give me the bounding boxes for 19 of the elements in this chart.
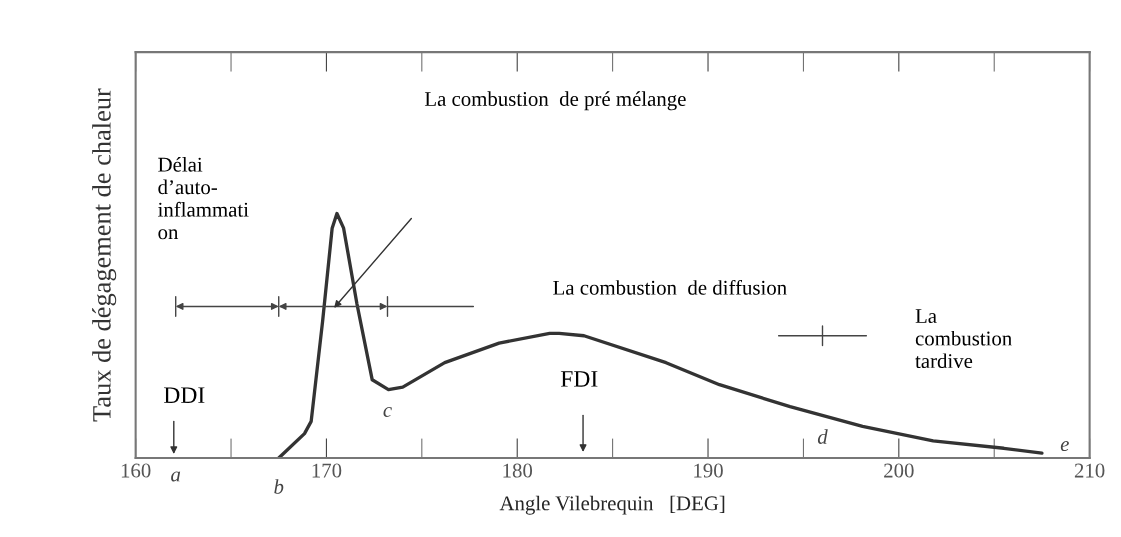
x-axis-title: Angle Vilebrequin [DEG]	[499, 495, 725, 515]
annotation: d	[817, 429, 828, 444]
x-tick-label: 170	[312, 463, 342, 478]
x-tick-label: 180	[503, 463, 533, 478]
annotation: c	[383, 407, 392, 418]
annotation: La combustion de diffusion	[553, 279, 787, 295]
annotation: b	[274, 479, 284, 494]
x-tick-label: 200	[884, 463, 914, 478]
x-tick-label: 190	[694, 463, 723, 478]
annotation: DDI	[163, 387, 205, 403]
annotation: FDI	[560, 371, 598, 387]
annotation: e	[1060, 441, 1069, 452]
annotation: Délai d’auto- inflammati on	[158, 157, 249, 240]
y-axis-title: Taux de dégagement de chaleur	[92, 88, 117, 422]
text: a	[171, 471, 181, 482]
annotation: La combustion tardive	[915, 309, 1012, 369]
x-tick-label: 160	[121, 463, 151, 478]
text: La combustion de pré mélange	[424, 91, 686, 111]
x-tick-label: 210	[1074, 463, 1105, 478]
